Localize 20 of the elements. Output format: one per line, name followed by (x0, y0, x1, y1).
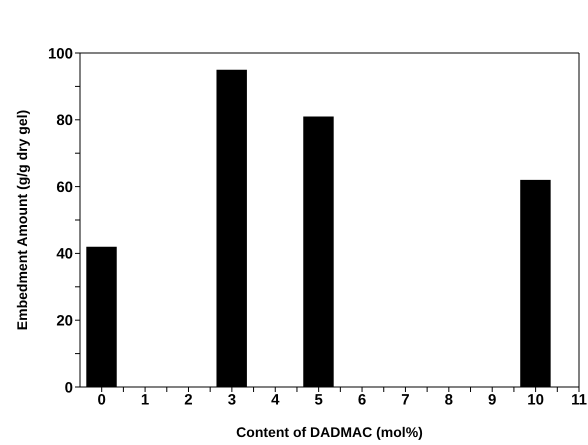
x-tick-label: 9 (488, 392, 496, 409)
x-tick-label: 10 (527, 392, 544, 409)
x-tick-label: 8 (444, 392, 453, 409)
x-tick-label: 2 (184, 392, 193, 409)
x-tick-label: 5 (314, 392, 323, 409)
x-axis-title: Content of DADMAC (mol%) (236, 424, 423, 440)
y-tick-label: 0 (64, 379, 73, 396)
y-tick-label: 20 (56, 312, 73, 330)
y-tick-label: 80 (56, 112, 73, 130)
x-tick-label: 11 (571, 392, 587, 409)
x-tick-label: 1 (140, 392, 150, 409)
y-axis-title: Embedment Amount (g/g dry gel) (14, 110, 30, 330)
y-tick-label: 40 (56, 246, 73, 263)
x-tick-label: 3 (228, 392, 236, 409)
x-tick-label: 7 (401, 392, 410, 409)
x-tick-label: 4 (271, 392, 280, 409)
y-tick-label: 60 (56, 178, 73, 196)
y-tick-label: 100 (48, 45, 73, 62)
x-tick-label: 6 (358, 392, 366, 409)
x-tick-label: 0 (98, 392, 106, 409)
